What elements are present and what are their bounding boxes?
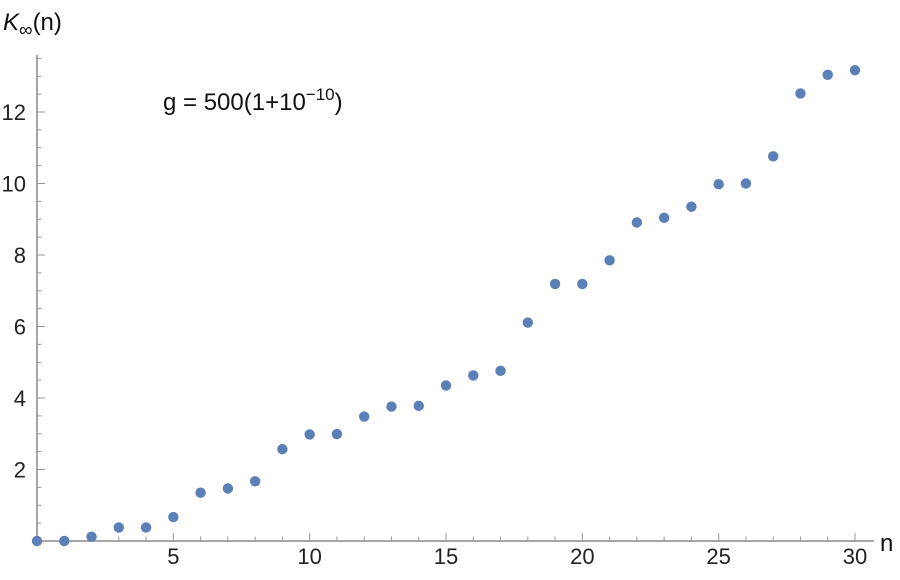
data-point (713, 179, 724, 190)
data-point (631, 217, 643, 228)
y-tick-label: 10 (2, 172, 26, 197)
data-point (168, 511, 179, 523)
data-point (413, 400, 424, 412)
data-point (331, 428, 343, 440)
data-point (222, 483, 234, 494)
x-tick-label: 20 (570, 544, 594, 569)
data-points (31, 64, 861, 547)
data-point (304, 429, 315, 440)
y-tick-label: 12 (2, 100, 26, 125)
data-point (604, 255, 615, 266)
y-axis-title-main: K (3, 9, 20, 36)
data-point (249, 476, 261, 487)
y-axis-title-subscript: ∞ (19, 20, 33, 41)
data-point (849, 64, 861, 76)
data-point (522, 317, 533, 328)
data-point (822, 69, 833, 81)
data-point (359, 411, 370, 422)
data-point (658, 212, 670, 224)
data-point (740, 178, 752, 189)
data-point (468, 370, 479, 381)
data-point (86, 531, 97, 542)
data-point (440, 380, 452, 391)
x-tick-label: 30 (843, 544, 867, 569)
y-axis-title-tail: (n) (33, 9, 62, 36)
y-axis-title: K∞(n) (3, 9, 62, 41)
y-tick-label: 6 (14, 315, 26, 340)
data-point (195, 487, 206, 498)
data-point (113, 522, 125, 533)
data-point (277, 443, 288, 455)
data-point (386, 401, 397, 412)
ticks: 5 10 15 20 25 30 2 4 6 8 10 12 (2, 57, 867, 569)
annotation-tail: ) (335, 89, 343, 116)
data-point (59, 535, 70, 547)
data-point (31, 535, 43, 547)
annotation-main: g = 500(1+10 (163, 89, 306, 116)
data-point (549, 278, 561, 290)
x-axis-title: n (880, 530, 893, 557)
annotation: g = 500(1+10−10) (163, 85, 343, 116)
y-tick-label: 2 (14, 458, 26, 483)
x-tick-label: 25 (706, 544, 730, 569)
data-point (795, 88, 806, 99)
data-point (686, 201, 697, 212)
y-tick-label: 4 (14, 386, 26, 411)
data-point (577, 278, 588, 290)
axes (36, 54, 875, 542)
x-tick-label: 5 (167, 544, 179, 569)
y-tick-label: 8 (14, 243, 26, 268)
data-point (768, 151, 779, 162)
x-tick-label: 10 (297, 544, 321, 569)
x-tick-label: 15 (434, 544, 458, 569)
data-point (495, 365, 506, 377)
data-point (140, 522, 152, 533)
annotation-exponent: −10 (306, 85, 335, 104)
